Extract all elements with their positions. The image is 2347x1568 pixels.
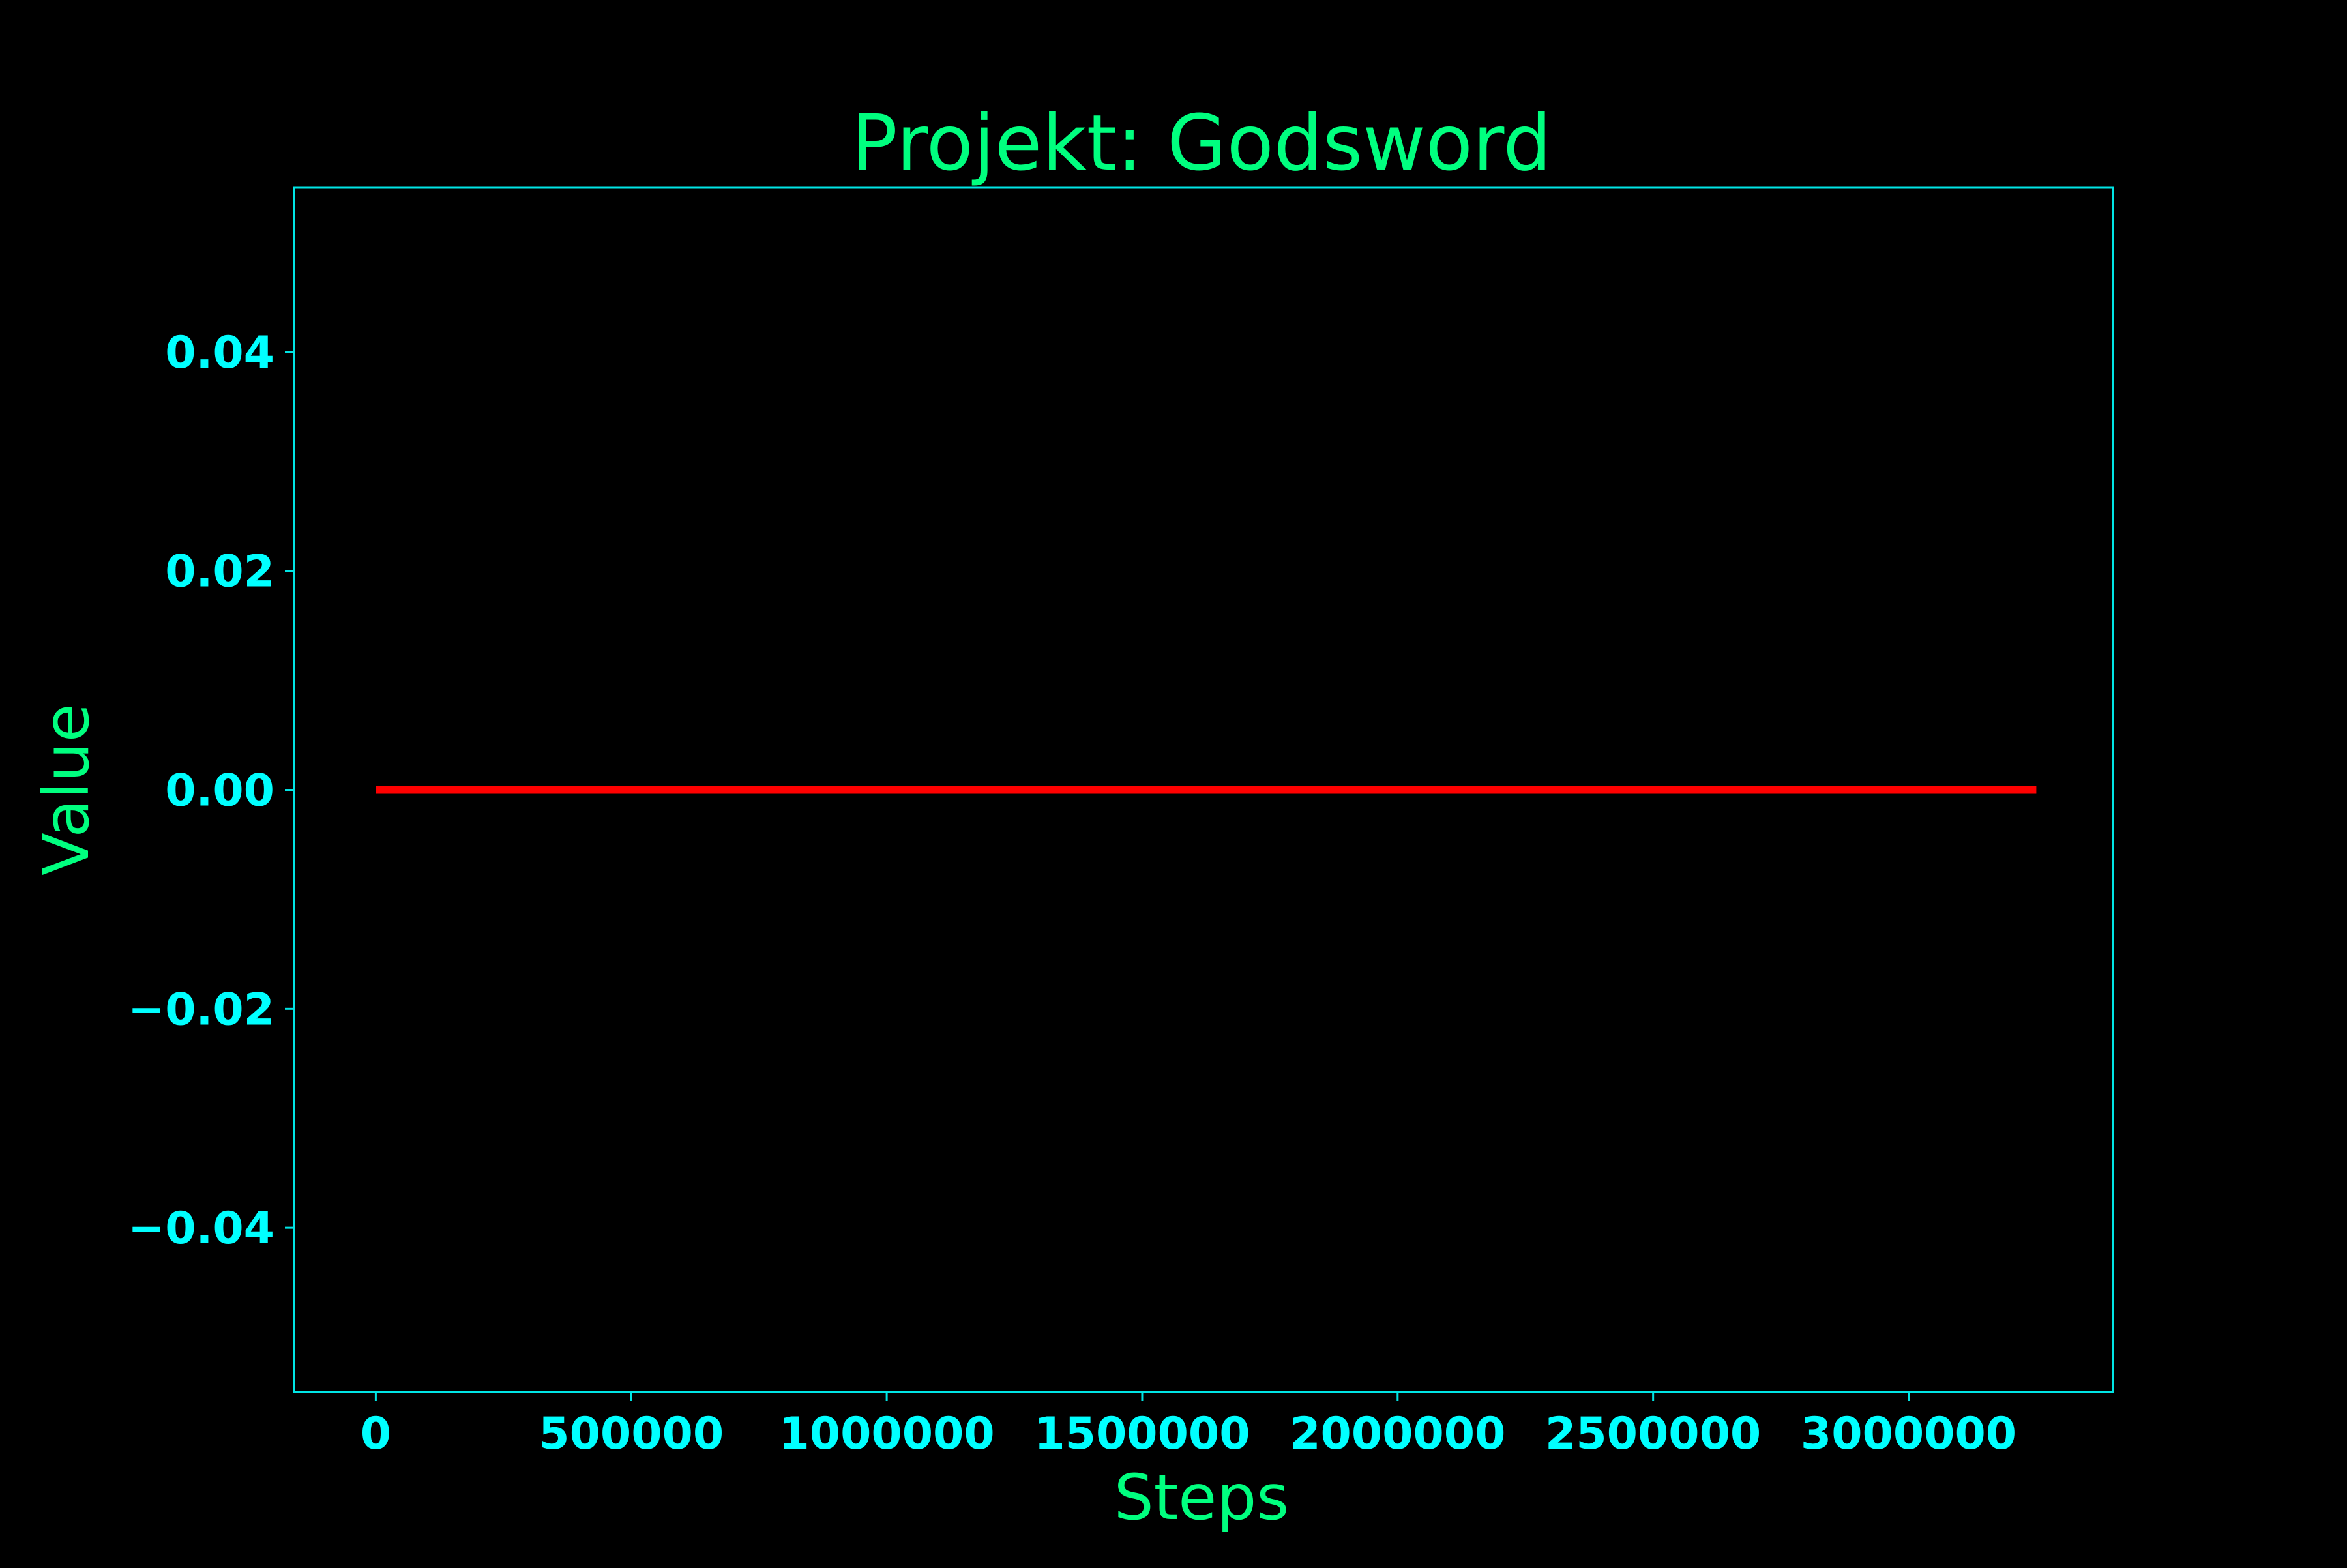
y-tick-label: 0.02 xyxy=(165,546,274,598)
chart-title: Projekt: Godsword xyxy=(851,98,1552,188)
x-tick-label: 2500000 xyxy=(1545,1408,1761,1460)
y-tick-label: −0.04 xyxy=(128,1203,274,1254)
x-axis-title: Steps xyxy=(1114,1461,1290,1534)
y-tick-label: −0.02 xyxy=(128,984,274,1035)
x-tick-label: 3000000 xyxy=(1801,1408,2016,1460)
x-tick-label: 1000000 xyxy=(778,1408,994,1460)
x-tick-label: 500000 xyxy=(539,1408,724,1460)
x-tick-label: 0 xyxy=(361,1408,391,1460)
y-axis-ticks: −0.04 −0.02 0.00 0.02 0.04 xyxy=(128,327,294,1254)
y-tick-label: 0.04 xyxy=(165,327,274,379)
x-tick-label: 2000000 xyxy=(1290,1408,1505,1460)
y-tick-label: 0.00 xyxy=(165,765,274,817)
x-axis-ticks: 0 500000 1000000 1500000 2000000 2500000 30000… xyxy=(361,1392,2016,1460)
x-tick-label: 1500000 xyxy=(1034,1408,1250,1460)
y-axis-title: Value xyxy=(30,703,103,876)
